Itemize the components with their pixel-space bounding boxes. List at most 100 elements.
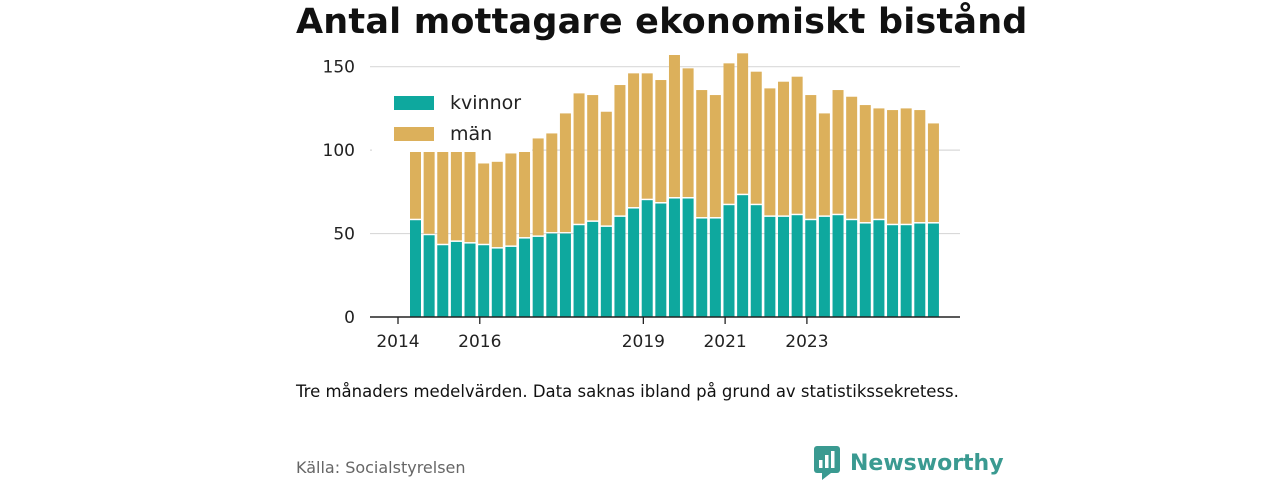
bar-kvinnor [682,198,694,317]
bar-kvinnor [573,225,585,317]
bar-man [750,71,762,204]
bar-man [805,95,817,219]
axes: 0 50 100 150 2014 2016 2019 2021 2023 [323,58,960,352]
bar-man [519,148,531,238]
legend-label: män [450,123,492,145]
legend-swatch [394,127,434,141]
bar-man [410,116,421,219]
bar-kvinnor [519,238,531,317]
bar-kvinnor [927,223,939,317]
bar-kvinnor [628,208,640,317]
brand-name: Newsworthy [850,450,1004,476]
bar-man [437,151,449,244]
bar-man [628,73,640,208]
bar-man [450,148,462,241]
bar-man [914,110,926,223]
bar-kvinnor [587,221,599,317]
x-tick-label: 2019 [622,332,665,352]
bar-man [559,113,571,233]
bar-man [709,95,721,218]
bar-man [873,108,885,219]
bar-man [696,90,708,218]
bar-man [546,133,558,233]
bar-man [478,163,490,244]
bar-man [723,63,735,204]
bar-kvinnor [750,205,762,317]
bar-kvinnor [859,223,871,317]
bar-kvinnor [887,225,899,317]
bar-kvinnor [737,195,749,317]
bar-kvinnor [818,216,830,317]
bar-kvinnor [410,220,421,317]
bar-kvinnor [437,245,449,317]
bar-kvinnor [532,236,544,317]
y-tick-label: 150 [323,58,355,78]
newsworthy-logo-icon [814,446,840,480]
bar-kvinnor [559,233,571,317]
bar-kvinnor [464,243,476,317]
bar-man [791,76,803,214]
bar-kvinnor [873,220,885,317]
bar-man [668,55,680,198]
brand-logo: Newsworthy [814,446,1004,480]
x-tick-label: 2023 [785,332,828,352]
bar-kvinnor [846,220,858,317]
bar-man [927,123,939,223]
bar-man [532,138,544,236]
bars [410,53,939,317]
bar-kvinnor [450,241,462,317]
source-label: Källa: Socialstyrelsen [296,458,466,477]
bar-kvinnor [614,216,626,317]
bar-kvinnor [832,215,844,317]
chart-note: Tre månaders medelvärden. Data saknas ib… [296,382,959,401]
bar-man [641,73,653,199]
bar-man [737,53,749,194]
y-tick-label: 50 [333,225,355,245]
bar-kvinnor [600,226,612,317]
bar-man [505,153,517,246]
bar-man [818,113,830,216]
bar-kvinnor [696,218,708,317]
bar-man [859,105,871,223]
bar-man [832,90,844,214]
legend-label: kvinnor [450,92,521,114]
bar-kvinnor [546,233,558,317]
bar-kvinnor [709,218,721,317]
bar-man [900,108,912,224]
bar-man [587,95,599,221]
bar-man [682,68,694,198]
bar-kvinnor [791,215,803,317]
bar-kvinnor [423,235,435,317]
bar-kvinnor [778,216,790,317]
bar-kvinnor [505,246,517,317]
y-tick-label: 100 [323,141,355,161]
bar-man [600,111,612,226]
bar-kvinnor [723,205,735,317]
legend-swatch [394,96,434,110]
bar-kvinnor [805,220,817,317]
bar-man [464,148,476,243]
bar-man [887,110,899,224]
bar-man [764,88,776,216]
bar-man [423,130,435,234]
bar-man [491,161,503,248]
bar-kvinnor [491,248,503,317]
bar-kvinnor [914,223,926,317]
chart-title: Antal mottagare ekonomiskt bistånd [296,2,1028,42]
bar-man [655,80,667,203]
bar-kvinnor [668,198,680,317]
bar-kvinnor [655,203,667,317]
y-tick-label: 0 [344,308,355,328]
bar-man [846,96,858,219]
bar-kvinnor [478,245,490,317]
bar-man [573,93,585,224]
bar-kvinnor [900,225,912,317]
bar-man [614,85,626,216]
bar-man [778,81,790,216]
x-tick-label: 2014 [376,332,419,352]
bar-kvinnor [641,200,653,317]
legend: kvinnor män [372,88,532,152]
x-tick-label: 2016 [458,332,501,352]
x-tick-label: 2021 [703,332,746,352]
